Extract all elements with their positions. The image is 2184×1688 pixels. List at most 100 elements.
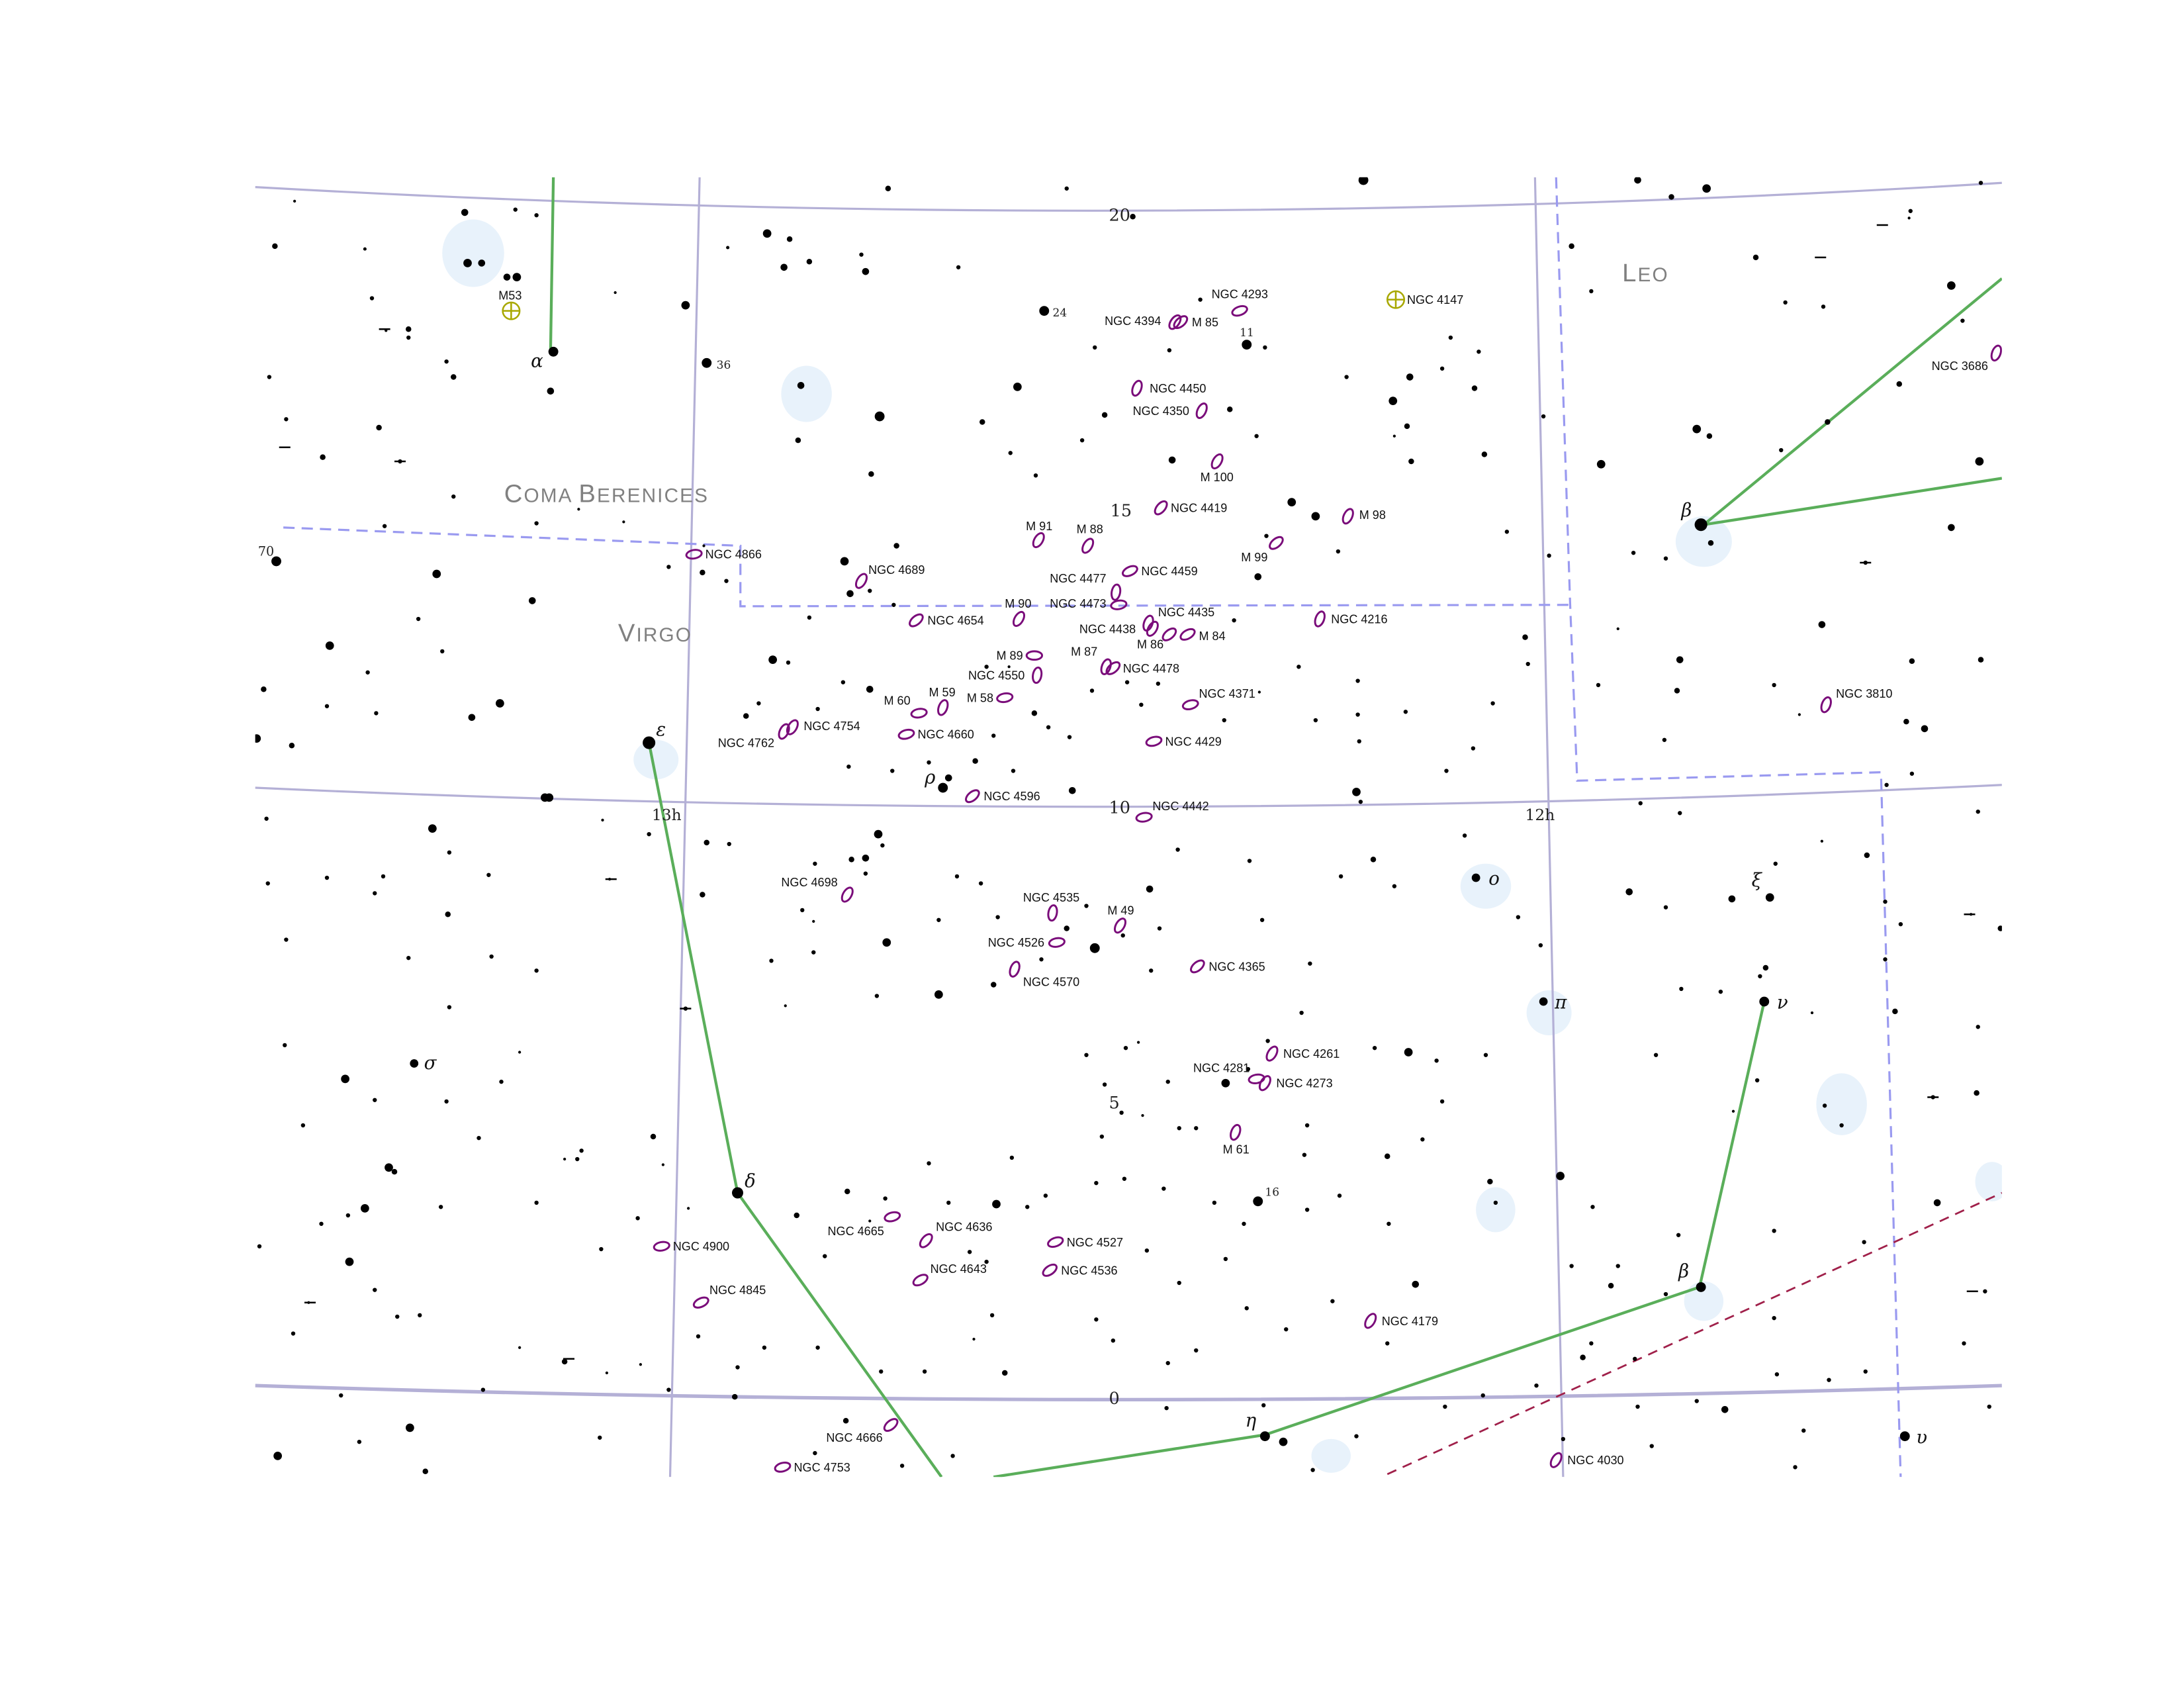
star <box>1311 512 1320 521</box>
star <box>1253 1196 1263 1207</box>
star <box>1783 300 1788 305</box>
galaxy-symbol-ngc4536 <box>1042 1263 1058 1277</box>
star <box>1308 961 1312 966</box>
star-label-11: 11 <box>1240 326 1254 340</box>
galaxy-label-ngc4654: NGC 4654 <box>927 614 983 628</box>
star <box>324 875 330 880</box>
star <box>1167 348 1172 353</box>
star <box>534 1200 539 1205</box>
star <box>1392 884 1397 888</box>
star <box>1257 690 1261 694</box>
star <box>1406 373 1414 381</box>
star <box>1589 1341 1594 1346</box>
star <box>1385 1153 1390 1159</box>
star <box>938 782 948 793</box>
star <box>972 758 978 764</box>
star <box>1471 385 1478 391</box>
star <box>395 1314 400 1319</box>
star <box>1385 1341 1390 1346</box>
galaxy-label-ngc4754: NGC 4754 <box>803 720 860 733</box>
star <box>1638 801 1643 806</box>
virgo-figure-epsilon-delta <box>647 742 943 1477</box>
star-label-beta-vir: β <box>1678 1260 1689 1282</box>
star <box>1962 1341 1966 1346</box>
galaxy-label-ngc4753: NGC 4753 <box>794 1461 850 1474</box>
galaxy-layer <box>653 305 2002 1473</box>
star <box>1892 1008 1898 1015</box>
leo-figure-line <box>1699 277 2002 527</box>
star <box>1412 1280 1420 1288</box>
star <box>1668 194 1674 200</box>
star <box>890 769 895 773</box>
star <box>1337 1194 1342 1198</box>
star <box>563 1157 567 1161</box>
dec-0-line <box>255 1383 2002 1402</box>
star <box>1820 839 1823 843</box>
star <box>762 229 772 238</box>
star <box>972 1337 976 1341</box>
star <box>1354 1434 1359 1438</box>
star <box>548 346 559 357</box>
star <box>391 1168 398 1175</box>
star <box>1947 281 1956 290</box>
galaxy-symbol-ngc4371 <box>1181 699 1199 710</box>
galaxy-symbol-ngc4654 <box>909 613 924 628</box>
star <box>862 267 870 275</box>
galaxy-symbol-m88 <box>1081 538 1095 554</box>
star <box>468 714 476 722</box>
star-label-pi: π <box>1554 992 1567 1013</box>
galaxy-label-ngc4762: NGC 4762 <box>718 736 774 749</box>
star <box>661 1163 664 1166</box>
star <box>1976 809 1980 814</box>
star <box>813 861 817 866</box>
star <box>1862 1240 1866 1244</box>
star <box>1541 414 1546 419</box>
star <box>264 816 269 821</box>
star <box>989 1313 995 1318</box>
galaxy-symbol-ngc4866 <box>685 549 703 560</box>
star <box>732 1187 743 1199</box>
star <box>1013 383 1022 391</box>
star-label-nu: ν <box>1777 992 1788 1013</box>
galaxy-label-m61: M 61 <box>1223 1143 1250 1156</box>
galaxy-symbol-ngc4845 <box>692 1296 709 1309</box>
galaxy-symbol-ngc4665 <box>884 1211 901 1223</box>
star <box>1706 433 1713 439</box>
star <box>946 1200 951 1205</box>
star <box>477 1135 481 1141</box>
star <box>1692 424 1702 434</box>
star <box>489 954 494 959</box>
ra-label-12h: 12h <box>1525 806 1555 824</box>
star <box>800 908 805 913</box>
star <box>1287 498 1297 506</box>
star <box>1358 800 1363 804</box>
star <box>534 521 539 526</box>
galaxy-label-ngc4419: NGC 4419 <box>1171 502 1227 515</box>
star <box>934 990 943 999</box>
star <box>1194 1126 1199 1131</box>
star <box>1696 1282 1706 1292</box>
star <box>528 597 536 604</box>
star <box>1525 661 1530 667</box>
star <box>995 915 1000 919</box>
star <box>1718 989 1723 994</box>
star <box>428 824 437 833</box>
galaxy-symbol-ngc4216 <box>1314 610 1326 628</box>
star <box>1222 718 1226 723</box>
star <box>1434 1058 1439 1063</box>
galaxy-label-ngc4450: NGC 4450 <box>1150 382 1206 395</box>
star <box>267 375 272 379</box>
star <box>320 454 326 460</box>
galaxy-label-m89: M 89 <box>997 649 1023 663</box>
star-label-16: 16 <box>1265 1186 1279 1199</box>
star <box>1093 345 1097 350</box>
star <box>1663 1291 1668 1297</box>
star <box>1615 1264 1620 1268</box>
galaxy-symbol-ngc4698 <box>841 886 854 903</box>
star <box>512 273 522 281</box>
star <box>339 1393 343 1398</box>
star <box>1089 688 1095 693</box>
star <box>1758 974 1762 978</box>
globular-clusters <box>502 290 1406 320</box>
star <box>1839 1123 1844 1128</box>
